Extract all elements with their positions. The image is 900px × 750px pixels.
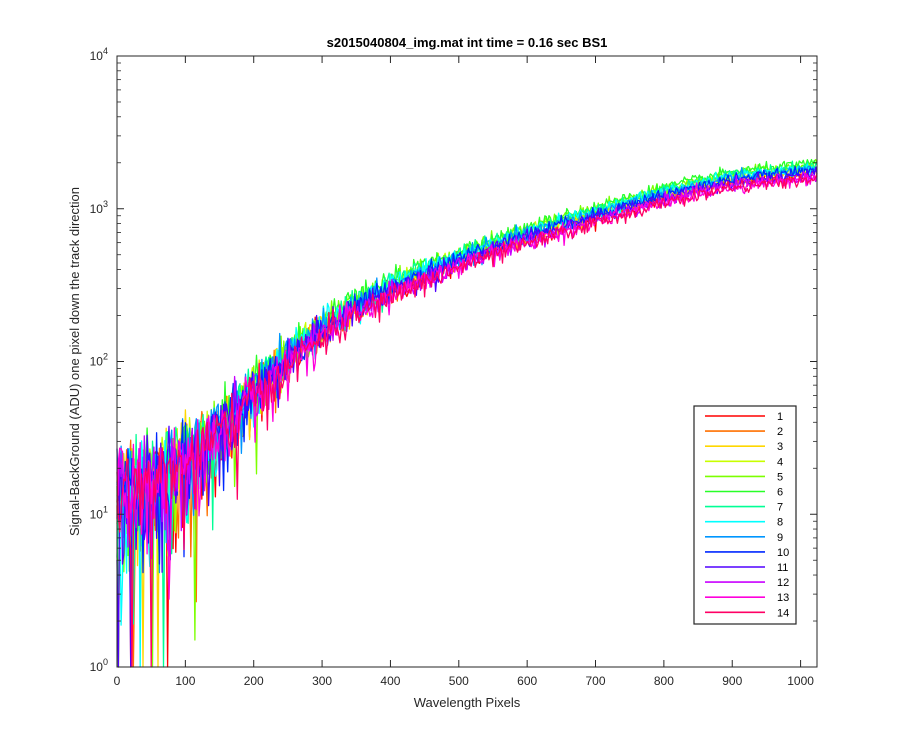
legend-box bbox=[693, 405, 797, 625]
legend-label: 13 bbox=[777, 592, 789, 604]
legend-label: 10 bbox=[777, 547, 789, 559]
legend-label: 4 bbox=[777, 456, 783, 468]
legend-label: 12 bbox=[777, 577, 789, 589]
y-tick-label: 102 bbox=[90, 352, 108, 369]
x-axis: 0 100 200 300 400 500 600 700 800 900 1000 bbox=[114, 56, 814, 688]
y-tick-label: 103 bbox=[90, 199, 108, 216]
y-axis-label: Signal-BackGround (ADU) one pixel down t… bbox=[67, 187, 82, 536]
x-tick-label: 200 bbox=[244, 674, 264, 688]
y-tick-label: 101 bbox=[90, 504, 108, 521]
x-tick-label: 800 bbox=[654, 674, 674, 688]
x-tick-label: 0 bbox=[114, 674, 121, 688]
x-tick-label: 600 bbox=[517, 674, 537, 688]
chart-title: s2015040804_img.mat int time = 0.16 sec … bbox=[327, 35, 608, 50]
series-line-12 bbox=[116, 170, 818, 560]
legend-label: 5 bbox=[777, 471, 783, 483]
series-line-14 bbox=[116, 173, 818, 668]
legend-label: 6 bbox=[777, 487, 783, 499]
legend-label: 3 bbox=[777, 441, 783, 453]
legend-label: 7 bbox=[777, 502, 783, 514]
legend-label: 11 bbox=[777, 562, 788, 574]
series-layer bbox=[116, 158, 818, 668]
legend-label: 1 bbox=[777, 411, 783, 423]
y-tick-label: 100 bbox=[90, 657, 108, 674]
legend-label: 8 bbox=[777, 517, 783, 529]
y-tick-label: 104 bbox=[90, 46, 108, 63]
x-tick-label: 900 bbox=[722, 674, 742, 688]
x-tick-label: 400 bbox=[380, 674, 400, 688]
legend-label: 14 bbox=[777, 607, 789, 619]
x-axis-label: Wavelength Pixels bbox=[414, 695, 521, 710]
x-tick-label: 300 bbox=[312, 674, 332, 688]
x-tick-label: 100 bbox=[175, 674, 195, 688]
x-tick-label: 500 bbox=[449, 674, 469, 688]
x-tick-label: 1000 bbox=[787, 674, 814, 688]
legend-label: 2 bbox=[777, 426, 783, 438]
x-tick-label: 700 bbox=[586, 674, 606, 688]
legend-label: 9 bbox=[777, 532, 783, 544]
